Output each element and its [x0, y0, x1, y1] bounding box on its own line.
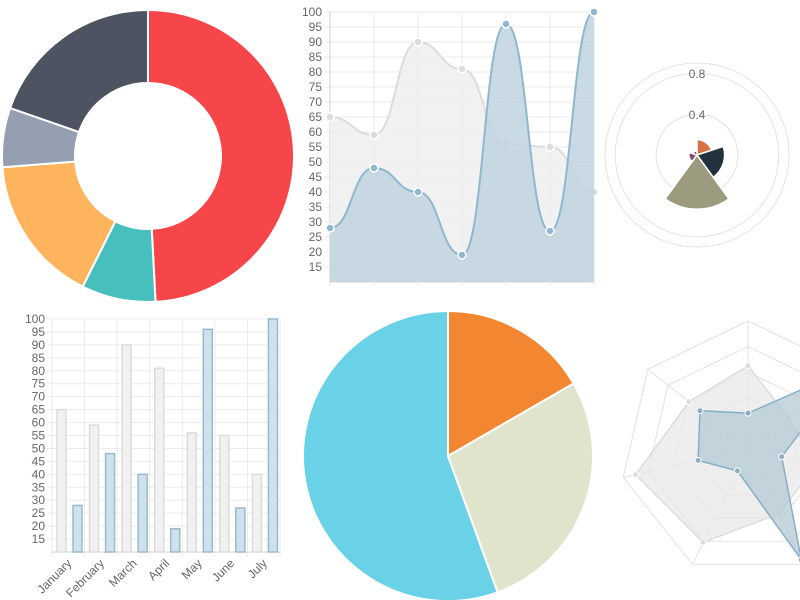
radar-point: [778, 453, 786, 461]
x-tick-label: July: [245, 556, 270, 581]
data-point: [325, 223, 335, 233]
bar: [104, 452, 116, 553]
y-tick-label: 20: [32, 519, 46, 533]
radar-chart: [622, 320, 800, 565]
bar: [56, 408, 67, 553]
y-tick-label: 85: [32, 351, 46, 365]
y-tick-label: 15: [32, 532, 46, 546]
y-tick-label: 30: [309, 215, 323, 229]
radar-grid-ring: [622, 320, 800, 565]
y-tick-label: 55: [309, 140, 323, 154]
y-tick-label: 75: [32, 377, 46, 391]
y-tick-label: 90: [32, 338, 46, 352]
y-tick-label: 55: [32, 429, 46, 443]
bar: [202, 328, 214, 553]
y-tick-label: 90: [309, 35, 323, 49]
data-point: [457, 250, 467, 260]
data-point: [369, 163, 379, 173]
data-point: [545, 226, 555, 236]
y-tick-label: 75: [309, 80, 323, 94]
radar-grid-ring: [647, 346, 800, 542]
radar-point: [733, 467, 741, 475]
y-tick-label: 80: [32, 364, 46, 378]
x-tick-label: June: [209, 556, 238, 585]
polar-segment: [664, 153, 730, 210]
data-point: [589, 7, 599, 17]
radar-point: [685, 398, 693, 406]
data-point: [369, 130, 379, 140]
radial-tick-label: 0.4: [689, 108, 706, 122]
y-tick-label: 45: [32, 454, 46, 468]
y-tick-label: 60: [309, 125, 323, 139]
radar-point: [744, 362, 752, 370]
y-tick-label: 40: [309, 185, 323, 199]
bar: [235, 507, 246, 553]
radar-area: [697, 389, 800, 560]
y-tick-label: 35: [32, 480, 46, 494]
bar: [219, 434, 230, 553]
data-point: [413, 37, 423, 47]
y-tick-label: 85: [309, 50, 323, 64]
y-tick-label: 60: [32, 416, 46, 430]
y-tick-label: 50: [309, 155, 323, 169]
data-point: [325, 112, 335, 122]
bar: [121, 344, 132, 553]
radar-point: [699, 538, 707, 546]
y-tick-label: 40: [32, 467, 46, 481]
bar: [137, 473, 148, 553]
x-tick-label: April: [145, 556, 172, 583]
data-point: [545, 142, 555, 152]
doughnut-segment: [8, 8, 149, 134]
data-point: [413, 187, 423, 197]
area-fill: [330, 12, 594, 282]
radial-grid-circle: [604, 62, 790, 248]
y-tick-label: 70: [32, 390, 46, 404]
polar-segment: [692, 150, 698, 157]
bar: [153, 367, 165, 553]
data-point: [457, 64, 467, 74]
bar: [169, 527, 181, 553]
y-tick-label: 25: [32, 506, 46, 520]
radial-tick-label: 0.8: [689, 67, 706, 81]
y-tick-label: 70: [309, 95, 323, 109]
y-tick-label: 30: [32, 493, 46, 507]
radar-point: [696, 407, 704, 415]
y-tick-label: 15: [309, 260, 323, 274]
y-tick-label: 65: [32, 403, 46, 417]
radar-point: [632, 471, 640, 479]
radar-point: [694, 456, 702, 464]
y-tick-label: 80: [309, 65, 323, 79]
pie-chart: [302, 309, 594, 600]
series-line: [329, 11, 595, 257]
radial-grid-circle: [614, 72, 780, 238]
polar-area-chart: 0.4 0.8: [604, 62, 790, 248]
y-tick-label: 25: [309, 230, 323, 244]
bar: [251, 473, 263, 553]
x-tick-label: May: [179, 556, 205, 582]
pie-slice: [446, 382, 594, 594]
bar: [88, 424, 100, 553]
bar: [186, 432, 198, 553]
pie-slice: [447, 309, 575, 458]
y-tick-label: 100: [25, 312, 45, 326]
bar-chart: 1520253035404550556065707580859095100Jan…: [25, 312, 281, 600]
bar: [72, 504, 83, 553]
y-tick-label: 45: [309, 170, 323, 184]
doughnut-chart: [1, 8, 295, 303]
y-tick-label: 65: [309, 110, 323, 124]
y-tick-label: 20: [309, 245, 323, 259]
y-tick-label: 50: [32, 441, 46, 455]
doughnut-segment: [147, 8, 295, 303]
y-tick-label: 35: [309, 200, 323, 214]
bar: [267, 318, 279, 553]
y-tick-label: 95: [309, 20, 323, 34]
data-point: [501, 19, 511, 29]
x-tick-label: March: [106, 556, 139, 589]
y-tick-label: 100: [302, 5, 322, 19]
y-tick-label: 95: [32, 325, 46, 339]
radar-point: [744, 409, 752, 417]
